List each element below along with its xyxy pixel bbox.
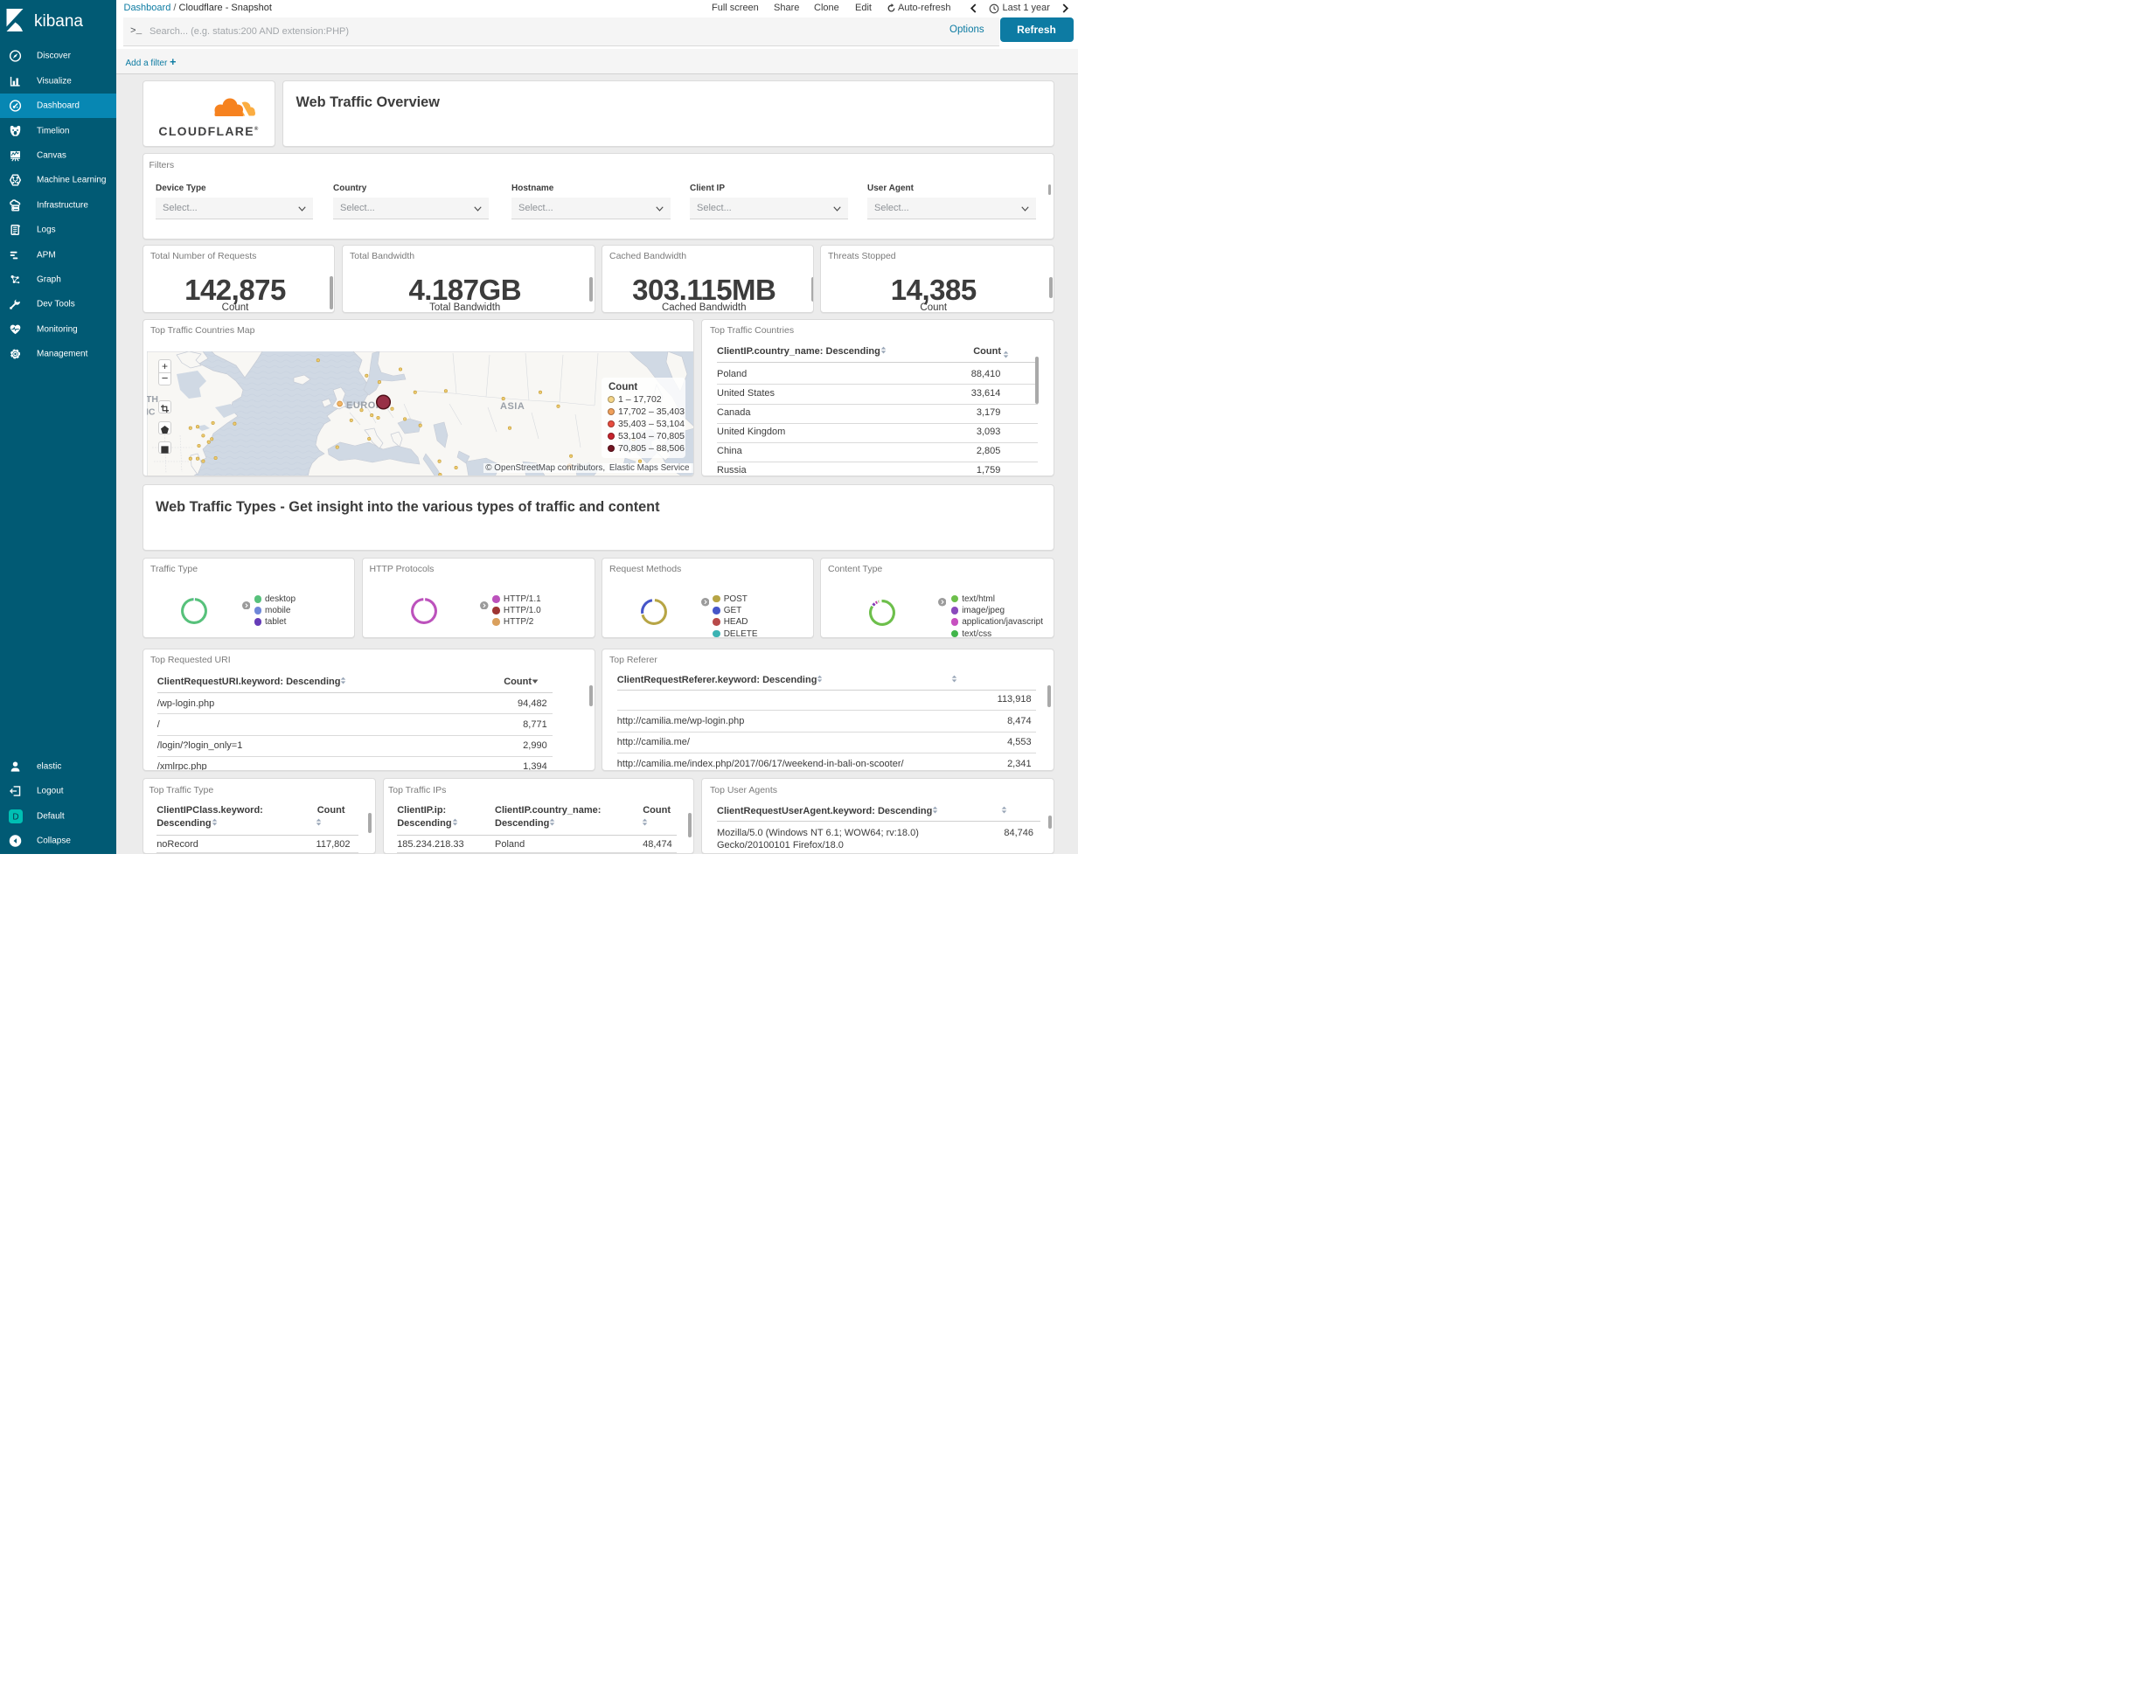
svg-text:TH: TH [147, 394, 158, 405]
svg-text:D: D [12, 812, 18, 822]
svg-text:IC: IC [147, 407, 156, 418]
svg-text:ASIA: ASIA [500, 401, 525, 412]
